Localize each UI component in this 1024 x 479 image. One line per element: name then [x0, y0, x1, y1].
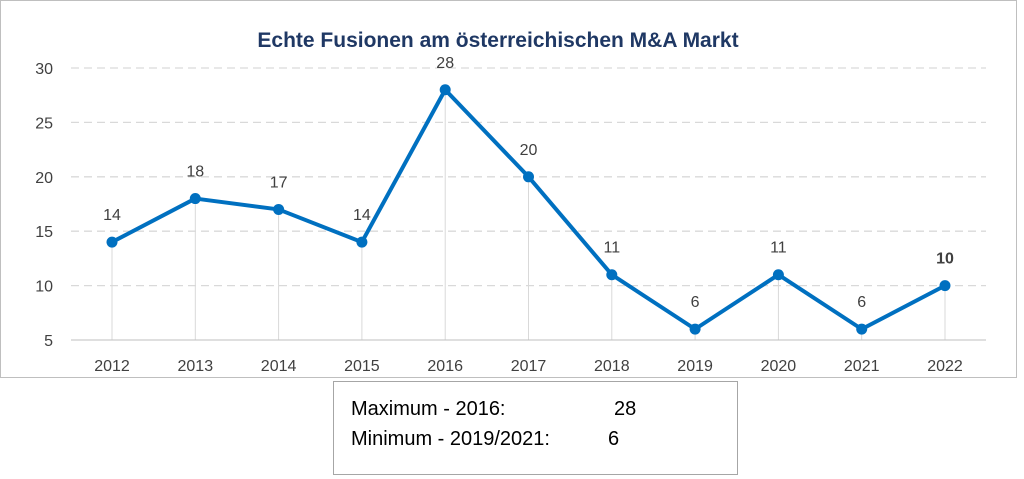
x-tick-label: 2014 — [261, 358, 297, 375]
x-tick-label: 2016 — [427, 358, 463, 375]
data-point — [189, 193, 201, 205]
data-label: 10 — [936, 251, 954, 268]
data-label: 6 — [691, 294, 700, 311]
x-axis-ticks: 2012 2013 2014 2015 2016 2017 2018 2019 2020 2021… — [94, 358, 963, 375]
x-tick-label: 2019 — [677, 358, 713, 375]
data-point — [439, 84, 451, 96]
maximum-label: Maximum - 2016: — [351, 398, 506, 420]
y-tick-label: 10 — [35, 279, 53, 296]
data-label: 14 — [103, 207, 121, 224]
data-label: 11 — [770, 240, 787, 257]
data-point — [939, 280, 951, 292]
data-label: 20 — [520, 142, 538, 159]
x-tick-label: 2012 — [94, 358, 130, 375]
chart-frame: Echte Fusionen am österreichischen M&A M… — [0, 0, 1017, 378]
minimum-value: 6 — [608, 428, 620, 450]
y-tick-label: 30 — [35, 61, 53, 78]
x-tick-label: 2022 — [927, 358, 963, 375]
chart-title: Echte Fusionen am österreichischen M&A M… — [257, 29, 738, 52]
data-label: 17 — [270, 174, 288, 191]
data-point — [523, 171, 534, 183]
data-label: 18 — [186, 164, 204, 181]
data-point — [273, 203, 285, 215]
data-label: 6 — [857, 294, 866, 311]
data-point — [606, 269, 618, 281]
data-point — [106, 236, 118, 248]
data-points — [106, 84, 951, 335]
data-label: 11 — [603, 240, 620, 257]
data-label: 28 — [436, 55, 454, 72]
y-axis-ticks: 5 10 15 20 25 30 — [35, 61, 53, 350]
x-tick-label: 2018 — [594, 358, 630, 375]
data-labels: 14 18 17 14 28 20 11 6 11 6 10 — [103, 55, 954, 311]
y-tick-label: 5 — [44, 333, 53, 350]
data-point — [689, 323, 701, 335]
y-tick-label: 25 — [35, 115, 53, 132]
data-point — [772, 269, 784, 281]
y-tick-label: 20 — [35, 170, 53, 187]
data-point — [856, 323, 868, 335]
minimum-label: Minimum - 2019/2021: — [351, 428, 550, 450]
y-tick-label: 15 — [35, 224, 53, 241]
x-tick-label: 2013 — [178, 358, 214, 375]
x-tick-label: 2020 — [761, 358, 797, 375]
data-point — [356, 236, 368, 248]
maximum-value: 28 — [614, 398, 637, 420]
x-tick-label: 2015 — [344, 358, 380, 375]
x-tick-label: 2017 — [511, 358, 547, 375]
summary-box: Maximum - 2016: 28 Minimum - 2019/2021: … — [333, 381, 738, 475]
line-chart: Echte Fusionen am österreichischen M&A M… — [35, 29, 986, 375]
data-label: 14 — [353, 207, 371, 224]
x-tick-label: 2021 — [844, 358, 880, 375]
